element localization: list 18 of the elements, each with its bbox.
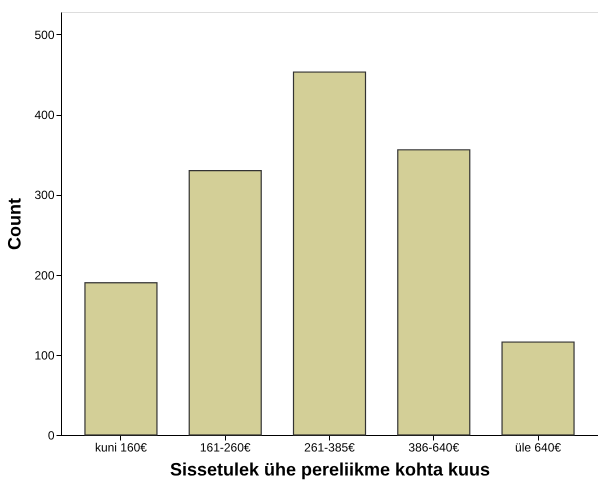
- bar: [188, 170, 262, 436]
- x-tick-label: 261-385€: [304, 440, 356, 454]
- y-tick-label: 300: [34, 188, 55, 202]
- y-tick-label: 100: [34, 348, 55, 362]
- x-tick-label: üle 640€: [515, 440, 562, 454]
- x-tick-label: 161-260€: [200, 440, 251, 454]
- bar: [292, 71, 366, 436]
- x-axis-title: Sissetulek ühe pereliikme kohta kuus: [170, 460, 490, 480]
- bar: [501, 341, 575, 436]
- y-tick-label: 500: [34, 28, 55, 42]
- y-tick-label: 400: [34, 108, 55, 122]
- x-tick-label: kuni 160€: [94, 440, 148, 454]
- y-tick-label: 0: [48, 428, 55, 442]
- bar: [397, 149, 470, 436]
- bar: [84, 282, 158, 436]
- y-tick-label: 200: [34, 268, 55, 282]
- x-tick-label: 386-640€: [408, 440, 460, 454]
- y-axis-title: Count: [4, 198, 24, 250]
